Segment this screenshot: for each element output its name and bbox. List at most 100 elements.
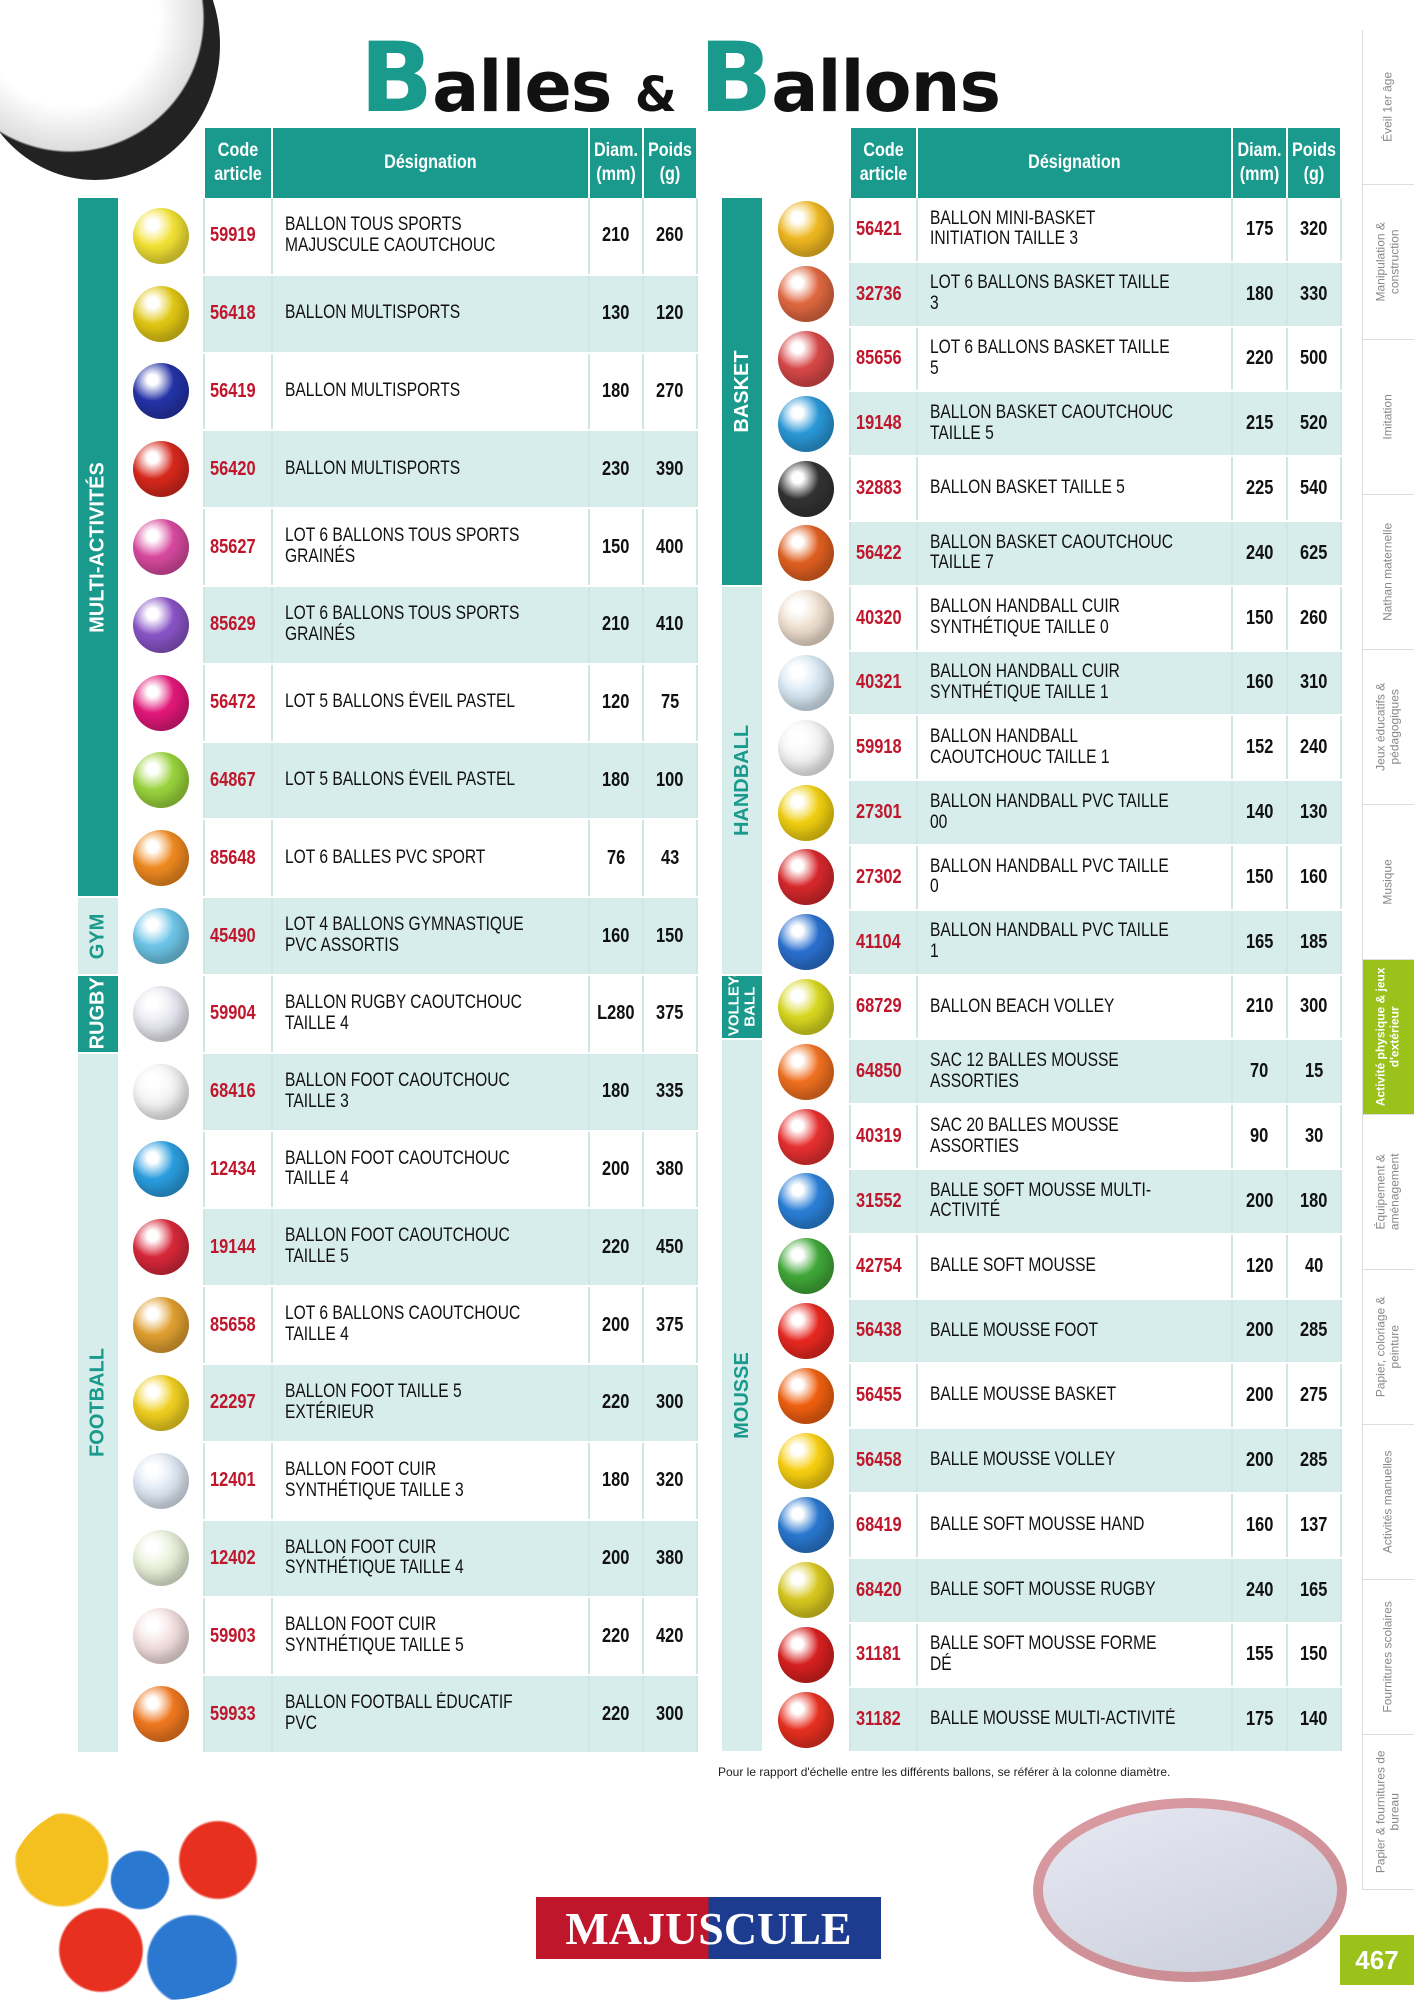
product-diameter: 120	[1233, 1234, 1288, 1298]
product-weight-text: 165	[1300, 1578, 1328, 1601]
product-weight: 75	[644, 664, 698, 741]
nav-tab[interactable]: Papier & fournitures de bureau	[1362, 1735, 1414, 1890]
product-code-text: 85658	[210, 1313, 256, 1336]
product-code: 85627	[205, 509, 273, 585]
table-row: 85627 LOT 6 BALLONS TOUS SPORTS GRAINÉS 15…	[118, 509, 698, 587]
product-diameter: 200	[1233, 1429, 1288, 1492]
table-row: 59933 BALLON FOOTBALL ÉDUCATIF PVC 220 300	[118, 1676, 698, 1754]
header-poids: Poids (g)	[1288, 128, 1342, 198]
product-designation: BALLE MOUSSE FOOT	[918, 1299, 1233, 1363]
table-row: 59904 BALLON RUGBY CAOUTCHOUC TAILLE 4 L28…	[118, 976, 698, 1054]
product-weight: 625	[1288, 522, 1342, 585]
product-designation: BALLE SOFT MOUSSE HAND	[918, 1494, 1233, 1557]
product-diameter: 240	[1233, 1558, 1288, 1622]
ball-image	[132, 1452, 189, 1509]
product-image	[118, 587, 205, 663]
ball-image	[132, 1219, 189, 1276]
product-code-text: 45490	[210, 924, 256, 947]
nav-tab[interactable]: Manipulation & construction	[1362, 185, 1414, 340]
product-weight-text: 300	[656, 1702, 684, 1725]
product-designation: BALLON MULTISPORTS	[273, 353, 590, 430]
product-code-text: 40321	[855, 671, 902, 694]
product-diameter: 225	[1233, 457, 1288, 520]
product-weight-text: 450	[656, 1235, 684, 1258]
product-diameter: 140	[1233, 781, 1288, 844]
product-weight: 40	[1288, 1234, 1342, 1298]
product-designation-text: BALLE SOFT MOUSSE	[930, 1254, 1096, 1276]
product-code: 64867	[205, 742, 273, 819]
product-weight: 410	[644, 587, 698, 663]
product-weight: 285	[1288, 1299, 1342, 1363]
product-image	[118, 1365, 205, 1441]
product-diameter-text: 240	[1245, 541, 1274, 564]
nav-tab[interactable]: Papier, coloriage & peinture	[1362, 1270, 1414, 1425]
product-weight-text: 285	[1300, 1319, 1328, 1342]
product-weight: 320	[644, 1442, 698, 1519]
header-label: Poids (g)	[1292, 140, 1336, 185]
majuscule-logo: MAJUSCULE	[536, 1897, 881, 1959]
product-image	[118, 198, 205, 274]
header-label: Code article	[859, 140, 908, 185]
product-diameter-text: 160	[1245, 1513, 1274, 1536]
product-designation-text: BALLE SOFT MOUSSE FORME DÉ	[930, 1633, 1157, 1675]
table-row: 68420 BALLE SOFT MOUSSE RUGBY 240 165	[762, 1558, 1342, 1624]
category-label: HANDBALL	[722, 586, 762, 976]
title-letter: B	[699, 22, 772, 134]
product-image	[118, 509, 205, 585]
nav-tab[interactable]: Activités manuelles	[1362, 1425, 1414, 1580]
table-row: 64850 SAC 12 BALLES MOUSSE ASSORTIES 70 15	[762, 1040, 1342, 1106]
product-weight-text: 150	[1300, 1643, 1328, 1666]
nav-tab[interactable]: Activité physique & jeux d'extérieur	[1362, 960, 1414, 1115]
product-designation: BALLON FOOT CUIR SYNTHÉTIQUE TAILLE 3	[273, 1442, 590, 1519]
product-diameter-text: 150	[1245, 606, 1274, 629]
product-weight-text: 240	[1300, 736, 1328, 759]
product-designation-text: SAC 20 BALLES MOUSSE ASSORTIES	[930, 1114, 1119, 1157]
product-diameter-text: 200	[602, 1157, 630, 1180]
product-image	[118, 1287, 205, 1363]
table-row: 68416 BALLON FOOT CAOUTCHOUC TAILLE 3 180 3…	[118, 1053, 698, 1132]
product-designation: BALLON HANDBALL CAOUTCHOUC TAILLE 1	[918, 716, 1233, 780]
product-designation: BALLON BASKET CAOUTCHOUC TAILLE 7	[918, 522, 1233, 585]
product-designation: BALLON MINI-BASKET INITIATION TAILLE 3	[918, 198, 1233, 261]
product-designation-text: BALLON FOOT CUIR SYNTHÉTIQUE TAILLE 5	[285, 1614, 464, 1657]
category-label: MULTI-ACTIVITÉS	[78, 198, 118, 899]
table-row: 31181 BALLE SOFT MOUSSE FORME DÉ 155 150	[762, 1623, 1342, 1689]
category-label: BASKET	[722, 198, 762, 587]
ball-image	[777, 654, 834, 711]
product-code: 68420	[851, 1558, 918, 1622]
product-code-text: 12402	[210, 1546, 256, 1569]
product-code-text: 32736	[855, 282, 902, 305]
title-word: alles	[432, 46, 612, 128]
product-diameter: 175	[1233, 198, 1288, 261]
product-image	[762, 1688, 851, 1752]
product-weight-text: 30	[1304, 1125, 1324, 1148]
product-code-text: 56419	[210, 379, 256, 402]
table-row: 22297 BALLON FOOT TAILLE 5 EXTÉRIEUR 220 30…	[118, 1365, 698, 1443]
product-weight-text: 300	[1300, 995, 1328, 1018]
product-designation: BALLON HANDBALL PVC TAILLE 0	[918, 846, 1233, 909]
product-weight: 375	[644, 1287, 698, 1363]
nav-tab[interactable]: Nathan maternelle	[1362, 495, 1414, 650]
product-diameter: 200	[1233, 1364, 1288, 1428]
product-code: 40319	[851, 1105, 918, 1168]
nav-tab[interactable]: Musique	[1362, 805, 1414, 960]
nav-tab[interactable]: Fournitures scolaires	[1362, 1580, 1414, 1735]
product-diameter: 180	[590, 1442, 644, 1519]
product-weight: 180	[1288, 1170, 1342, 1233]
category-label: MOUSSE	[722, 1040, 762, 1754]
product-diameter: 150	[1233, 586, 1288, 650]
header-designation: Désignation	[273, 128, 590, 198]
nav-tab[interactable]: Imitation	[1362, 340, 1414, 495]
nav-tab[interactable]: Jeux éducatifs & pédagogiques	[1362, 650, 1414, 805]
ball-image	[777, 1626, 834, 1683]
nav-tab[interactable]: Équipement & aménagement	[1362, 1115, 1414, 1270]
ball-image	[132, 1608, 189, 1665]
nav-tab[interactable]: Éveil 1er âge	[1362, 30, 1414, 185]
ball-image	[132, 674, 189, 731]
ball-image	[132, 1141, 189, 1198]
table-row: 42754 BALLE SOFT MOUSSE 120 40	[762, 1234, 1342, 1300]
product-designation: BALLON FOOT TAILLE 5 EXTÉRIEUR	[273, 1365, 590, 1441]
product-image	[762, 586, 851, 650]
product-diameter-text: 220	[602, 1702, 630, 1725]
table-row: 31182 BALLE MOUSSE MULTI-ACTIVITÉ 175 140	[762, 1688, 1342, 1754]
